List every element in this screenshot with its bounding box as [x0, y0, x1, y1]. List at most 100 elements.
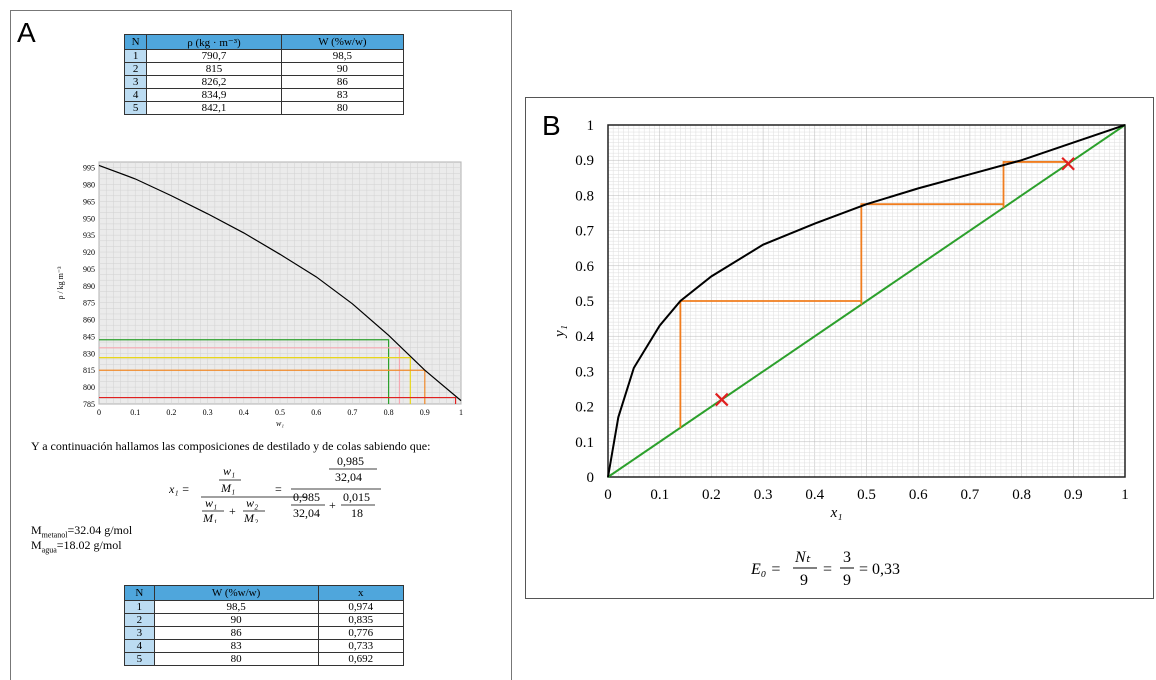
y-tick-label: 0.7 — [575, 224, 594, 240]
x-tick-label: 0.8 — [384, 408, 394, 417]
panel-b-label: B — [542, 110, 561, 141]
density-table-cell: 80 — [280, 101, 405, 115]
table-row: 3 826,2 86 — [123, 75, 405, 89]
table-row: 5 80 0,692 — [124, 652, 405, 666]
x-tick-label: 0.6 — [909, 487, 928, 503]
x-axis-label: x₁ — [830, 505, 843, 521]
formula-lhs: x₁ = — [169, 482, 190, 496]
y-tick-label: 830 — [83, 349, 95, 358]
y-tick-label: 1 — [587, 118, 595, 134]
density-table-header-1: ρ (kg · m⁻³) — [146, 34, 282, 50]
x-tick-label: 0.4 — [239, 408, 249, 417]
x-tick-label: 0.8 — [1012, 487, 1031, 503]
y-tick-label: 860 — [83, 316, 95, 325]
reference-line-2 — [99, 357, 411, 404]
y-tick-label: 905 — [83, 265, 95, 274]
y-tick-label: 890 — [83, 282, 95, 291]
formula-d2: 18 — [351, 506, 363, 520]
density-chart: 0 0.1 0.2 0.3 0.4 0.5 0.6 0.7 0.8 0.9 1 785 800 815 83… — [56, 161, 463, 428]
density-table-cell: 1 — [123, 49, 148, 63]
molar-mass-agua: Magua=18.02 g/mol — [31, 538, 122, 555]
composition-table-cell: 0,692 — [317, 652, 405, 666]
x-tick-label: 0.3 — [203, 408, 213, 417]
formula-n2: 0,015 — [343, 490, 370, 504]
x-tick-label: 0 — [97, 408, 101, 417]
density-table-cell: 86 — [280, 75, 405, 89]
y-tick-label: 0.6 — [575, 259, 594, 275]
panel-b: B 0 0.1 0.2 0.3 0.4 0.5 0.6 0.7 0.8 0.9 1 0 0.1 0.2 0.… — [525, 97, 1154, 599]
density-table-header-0: N — [123, 34, 148, 50]
table-row: 1 98,5 0,974 — [124, 600, 405, 614]
x-tick-label: 0.3 — [754, 487, 773, 503]
composition-table-cell: 0,974 — [317, 600, 405, 614]
efficiency-formula: E₀ = Nₜ 9 = 3 9 = 0,33 — [751, 549, 900, 589]
y-tick-label: 0 — [587, 470, 595, 486]
density-table-cell: 90 — [280, 62, 405, 76]
density-table-cell: 834,9 — [146, 88, 282, 102]
formula-plus-2: + — [329, 498, 336, 512]
density-table-cell: 5 — [123, 101, 148, 115]
density-table-cell: 815 — [146, 62, 282, 76]
density-table-cell: 3 — [123, 75, 148, 89]
density-table-cell: 826,2 — [146, 75, 282, 89]
efficiency-result: = 0,33 — [859, 561, 900, 578]
x-tick-label: 0.9 — [420, 408, 430, 417]
y-tick-label: 785 — [83, 400, 95, 409]
diagonal-line — [607, 124, 1126, 478]
y-tick-label: 0.5 — [575, 294, 594, 310]
reference-line-4 — [99, 396, 457, 404]
y-tick-label: 845 — [83, 332, 95, 341]
composition-table-cell: 98,5 — [153, 600, 319, 614]
y-tick-label: 0.3 — [575, 364, 594, 380]
table-row: 1 790,7 98,5 — [123, 49, 405, 63]
density-table-cell: 790,7 — [146, 49, 282, 63]
table-row: 2 90 0,835 — [124, 613, 405, 627]
y-axis-label: y₁ — [552, 325, 568, 339]
formula-d1-den: 32,04 — [293, 506, 320, 520]
x-tick-label: 0.7 — [961, 487, 980, 503]
mccabe-thiele-chart: 0 0.1 0.2 0.3 0.4 0.5 0.6 0.7 0.8 0.9 1 0 0.1 0.2 0.3 0… — [552, 118, 1129, 521]
formula-eq: = — [275, 482, 282, 496]
y-tick-label: 815 — [83, 366, 95, 375]
y-tick-label: 800 — [83, 383, 95, 392]
reference-line-1 — [99, 347, 401, 404]
formula-n1: 0,985 — [337, 454, 364, 468]
x-tick-label: 0.4 — [805, 487, 824, 503]
formula-n1-den: 0,985 — [293, 490, 320, 504]
composition-table-cell: 86 — [153, 626, 319, 640]
x-tick-label: 0 — [604, 487, 612, 503]
x-tick-label: 0.1 — [650, 487, 669, 503]
composition-table-cell: 4 — [124, 639, 155, 653]
composition-table-cell: 1 — [124, 600, 155, 614]
density-table-cell: 842,1 — [146, 101, 282, 115]
formula-m2-den: M₂ — [243, 511, 258, 523]
plot-frame — [607, 124, 1126, 478]
density-table-cell: 83 — [280, 88, 405, 102]
formula-m1-den: M₁ — [202, 511, 217, 523]
table-row: 2 815 90 — [123, 62, 405, 76]
composition-table-cell: 0,776 — [317, 626, 405, 640]
x-tick-label: 0.5 — [275, 408, 285, 417]
composition-table-header-1: W (%w/w) — [153, 585, 319, 601]
table-row: 5 842,1 80 — [123, 101, 405, 115]
x-tick-label: 1 — [1121, 487, 1129, 503]
composition-table-cell: 5 — [124, 652, 155, 666]
formula-w1-den: w₁ — [205, 496, 217, 510]
table-row: 4 83 0,733 — [124, 639, 405, 653]
continuation-text: Y a continuación hallamos las composicio… — [31, 439, 431, 453]
x-tick-label: 0.2 — [166, 408, 176, 417]
efficiency-den2: 9 — [843, 572, 851, 589]
composition-table-cell: 0,733 — [317, 639, 405, 653]
y-tick-label: 0.2 — [575, 400, 594, 416]
y-tick-label: 950 — [83, 214, 95, 223]
composition-table-cell: 3 — [124, 626, 155, 640]
table-row: 3 86 0,776 — [124, 626, 405, 640]
reference-line-0 — [99, 339, 390, 404]
composition-table-header-0: N — [124, 585, 155, 601]
y-tick-label: 920 — [83, 248, 95, 257]
y-axis-label: ρ / kg m⁻³ — [56, 266, 65, 300]
panel-a-label: A — [17, 17, 36, 48]
composition-table-cell: 2 — [124, 613, 155, 627]
